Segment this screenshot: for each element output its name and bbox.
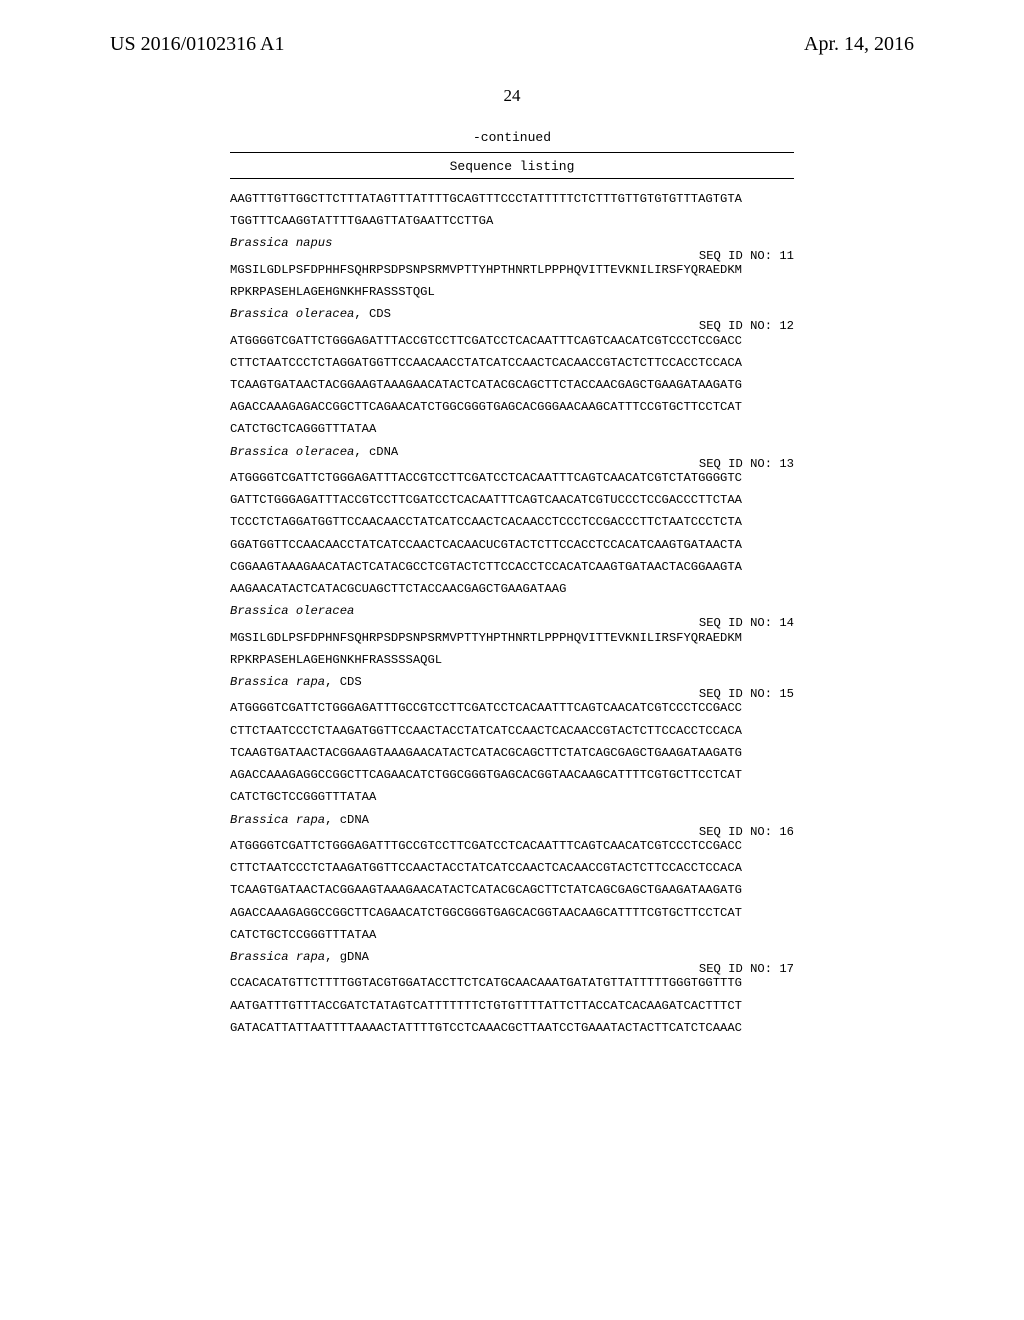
sequence-line: AGACCAAAGAGACCGGCTTCAGAACATCTGGCGGGTGAGC…	[230, 401, 794, 413]
sequence-listing-title: Sequence listing	[450, 159, 575, 174]
seq-id-label: SEQ ID NO: 17	[230, 963, 794, 975]
sequence-line: AGACCAAAGAGGCCGGCTTCAGAACATCTGGCGGGTGAGC…	[230, 769, 794, 781]
sequence-line: MGSILGDLPSFDPHNFSQHRPSDPSNPSRMVPTTYHPTHN…	[230, 632, 794, 644]
sequence-line: ATGGGGTCGATTCTGGGAGATTTGCCGTCCTTCGATCCTC…	[230, 702, 794, 714]
sequence-line: CATCTGCTCAGGGTTTATAA	[230, 423, 794, 435]
sequence-line: TCAAGTGATAACTACGGAAGTAAAGAACATACTCATACGC…	[230, 747, 794, 759]
seq-id-label: SEQ ID NO: 13	[230, 458, 794, 470]
sequence-line: MGSILGDLPSFDPHHFSQHRPSDPSNPSRMVPTTYHPTHN…	[230, 264, 794, 276]
sequence-line: CTTCTAATCCCTCTAAGATGGTTCCAACTACCTATCATCC…	[230, 862, 794, 874]
sequence-line: ATGGGGTCGATTCTGGGAGATTTACCGTCCTTCGATCCTC…	[230, 472, 794, 484]
sequence-line: CCACACATGTTCTTTTGGTACGTGGATACCTTCTCATGCA…	[230, 977, 794, 989]
sequence-line: AGACCAAAGAGGCCGGCTTCAGAACATCTGGCGGGTGAGC…	[230, 907, 794, 919]
sequence-listing-body: AAGTTTGTTGGCTTCTTTATAGTTTATTTTGCAGTTTCCC…	[230, 193, 794, 1044]
under-title-rule	[230, 178, 794, 179]
continued-label: -continued	[473, 130, 551, 145]
publication-date: Apr. 14, 2016	[804, 33, 914, 56]
sequence-line: CTTCTAATCCCTCTAGGATGGTTCCAACAACCTATCATCC…	[230, 357, 794, 369]
sequence-line: TCCCTCTAGGATGGTTCCAACAACCTATCATCCAACTCAC…	[230, 516, 794, 528]
species-label: Brassica rapa, cDNA	[230, 814, 794, 826]
seq-id-label: SEQ ID NO: 16	[230, 826, 794, 838]
sequence-line: TGGTTTCAAGGTATTTTGAAGTTATGAATTCCTTGA	[230, 215, 794, 227]
sequence-line: ATGGGGTCGATTCTGGGAGATTTACCGTCCTTCGATCCTC…	[230, 335, 794, 347]
seq-id-label: SEQ ID NO: 15	[230, 688, 794, 700]
sequence-line: CGGAAGTAAAGAACATACTCATACGCCTCGTACTCTTCCA…	[230, 561, 794, 573]
species-label: Brassica oleracea, cDNA	[230, 446, 794, 458]
sequence-line: CATCTGCTCCGGGTTTATAA	[230, 929, 794, 941]
publication-number: US 2016/0102316 A1	[110, 33, 284, 56]
sequence-line: CATCTGCTCCGGGTTTATAA	[230, 791, 794, 803]
sequence-line: CTTCTAATCCCTCTAAGATGGTTCCAACTACCTATCATCC…	[230, 725, 794, 737]
sequence-line: RPKRPASEHLAGEHGNKHFRASSSSAQGL	[230, 654, 794, 666]
sequence-line: TCAAGTGATAACTACGGAAGTAAAGAACATACTCATACGC…	[230, 379, 794, 391]
sequence-line: AAGTTTGTTGGCTTCTTTATAGTTTATTTTGCAGTTTCCC…	[230, 193, 794, 205]
seq-id-label: SEQ ID NO: 12	[230, 320, 794, 332]
sequence-line: AATGATTTGTTTACCGATCTATAGTCATTTTTTTCTGTGT…	[230, 1000, 794, 1012]
document-page: US 2016/0102316 A1 Apr. 14, 2016 24 -con…	[0, 0, 1024, 1320]
sequence-line: AAGAACATACTCATACGCUAGCTTCTACCAACGAGCTGAA…	[230, 583, 794, 595]
seq-id-label: SEQ ID NO: 11	[230, 250, 794, 262]
species-label: Brassica napus	[230, 237, 794, 249]
sequence-line: GATTCTGGGAGATTTACCGTCCTTCGATCCTCACAATTTC…	[230, 494, 794, 506]
sequence-line: GATACATTATTAATTTTAAAACTATTTTGTCCTCAAACGC…	[230, 1022, 794, 1034]
sequence-line: RPKRPASEHLAGEHGNKHFRASSSTQGL	[230, 286, 794, 298]
top-rule	[230, 152, 794, 153]
sequence-line: GGATGGTTCCAACAACCTATCATCCAACTCACAACUCGTA…	[230, 539, 794, 551]
sequence-line: TCAAGTGATAACTACGGAAGTAAAGAACATACTCATACGC…	[230, 884, 794, 896]
sequence-line: ATGGGGTCGATTCTGGGAGATTTGCCGTCCTTCGATCCTC…	[230, 840, 794, 852]
seq-id-label: SEQ ID NO: 14	[230, 617, 794, 629]
page-number: 24	[504, 86, 521, 106]
